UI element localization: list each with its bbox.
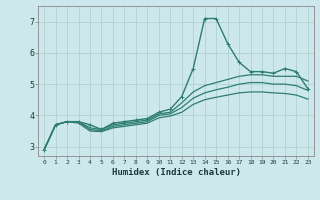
X-axis label: Humidex (Indice chaleur): Humidex (Indice chaleur) bbox=[111, 168, 241, 177]
